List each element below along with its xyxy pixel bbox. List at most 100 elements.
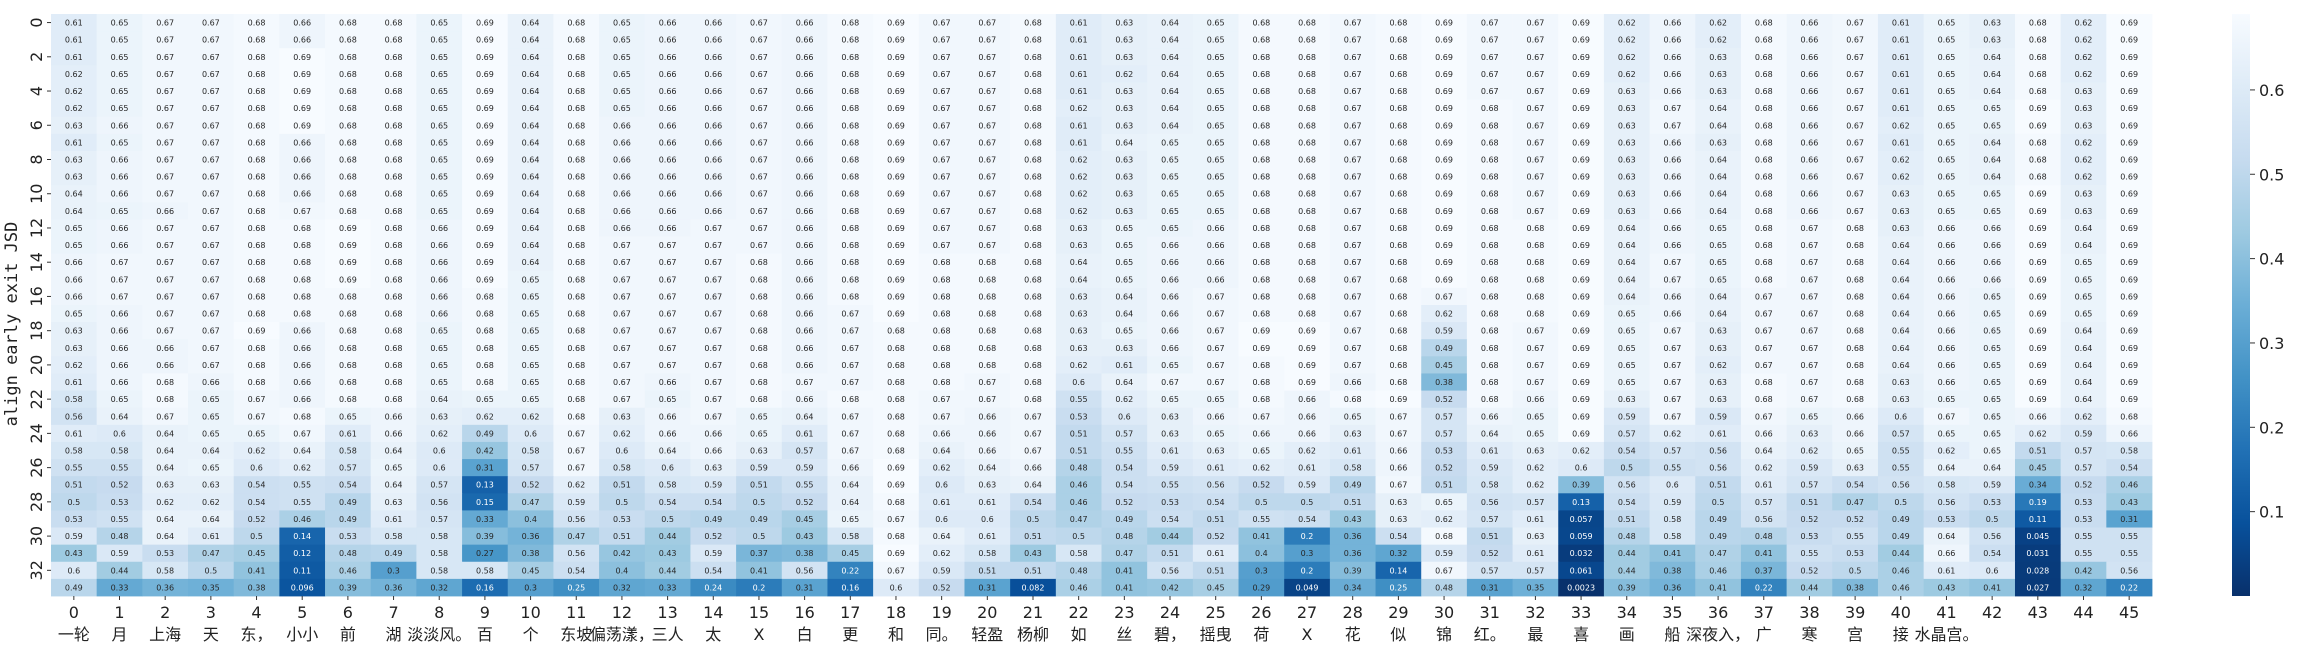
heatmap-cell: [1055, 407, 1102, 426]
heatmap-cell: [1786, 476, 1833, 494]
heatmap-cell: [918, 287, 965, 306]
heatmap-cell: [1192, 65, 1239, 83]
cell-value-label: 0.69: [1572, 87, 1590, 96]
cell-value-label: 0.62: [1618, 19, 1636, 28]
x-token-label: 前: [340, 625, 356, 644]
cell-value-label: 0.67: [841, 378, 859, 387]
heatmap-cell: [1421, 150, 1468, 169]
heatmap-cell: [873, 373, 920, 391]
heatmap-cell: [781, 99, 828, 118]
cell-value-label: 0.67: [659, 344, 677, 353]
heatmap-cell: [2014, 322, 2062, 340]
cell-value-label: 0.68: [567, 310, 585, 319]
cell-value-label: 0.66: [65, 292, 83, 301]
cell-value-label: 0.65: [1526, 412, 1544, 421]
heatmap-cell: [233, 544, 280, 563]
heatmap-cell: [2014, 441, 2062, 460]
cell-value-label: 0.49: [1892, 515, 1910, 524]
heatmap-cell: [873, 270, 920, 289]
heatmap-cell: [325, 253, 372, 272]
cell-value-label: 0.62: [1070, 190, 1088, 199]
heatmap-cell: [599, 270, 646, 289]
cell-value-label: 0.63: [1892, 190, 1910, 199]
cell-value-label: 0.68: [933, 361, 951, 370]
y-tick-label: 2: [27, 52, 46, 62]
heatmap-cell: [1238, 82, 1285, 100]
x-tick-label: 44: [2073, 603, 2093, 622]
heatmap-cell: [2060, 14, 2107, 32]
cell-value-label: 0.69: [887, 464, 905, 473]
heatmap-cell: [1558, 424, 1605, 443]
heatmap-cell: [96, 322, 143, 340]
cell-value-label: 0.68: [567, 344, 585, 353]
cell-value-label: 0.66: [1938, 241, 1956, 250]
heatmap-cell: [1055, 253, 1102, 272]
heatmap-cell: [644, 82, 691, 100]
heatmap-cell: [1740, 544, 1787, 563]
cell-value-label: 0.44: [1892, 549, 1910, 558]
heatmap-cell: [142, 578, 189, 597]
heatmap-cell: [1740, 373, 1787, 391]
cell-value-label: 0.68: [1024, 327, 1042, 336]
heatmap-cell: [1740, 356, 1787, 374]
cell-value-label: 0.68: [1846, 395, 1864, 404]
heatmap-cell: [233, 48, 280, 66]
heatmap-cell: [1695, 544, 1742, 563]
heatmap-cell: [1466, 287, 1513, 306]
cell-value-label: 0.68: [2029, 53, 2047, 62]
cell-value-label: 0.68: [385, 224, 403, 233]
heatmap-cell: [325, 578, 372, 597]
cell-value-label: 0.54: [1983, 549, 2001, 558]
heatmap-cell: [2106, 116, 2153, 135]
cell-value-label: 0.66: [1801, 121, 1819, 130]
heatmap-cell: [96, 150, 143, 169]
x-tick-label: 13: [657, 603, 677, 622]
cell-value-label: 0.64: [933, 532, 951, 541]
cell-value-label: 0.2: [1301, 532, 1314, 541]
heatmap-cell: [1101, 99, 1148, 118]
cell-value-label: 0.67: [1846, 104, 1864, 113]
heatmap-cell: [1558, 578, 1605, 597]
heatmap-cell: [1512, 65, 1559, 83]
cell-value-label: 0.5: [753, 532, 766, 541]
cell-value-label: 0.68: [1526, 241, 1544, 250]
heatmap-cell: [553, 339, 600, 357]
cell-value-label: 0.66: [796, 190, 814, 199]
cell-value-label: 0.66: [111, 327, 129, 336]
heatmap-cell: [2060, 476, 2107, 494]
cell-value-label: 0.64: [1709, 292, 1727, 301]
heatmap-cell: [690, 356, 737, 374]
x-tick-label: 33: [1571, 603, 1591, 622]
heatmap-cell: [1558, 544, 1605, 563]
cell-value-label: 0.62: [1435, 515, 1453, 524]
y-tick-label: 16: [27, 286, 46, 306]
heatmap-cell: [325, 133, 372, 152]
heatmap-cell: [553, 270, 600, 289]
cell-value-label: 0.32: [1389, 549, 1407, 558]
cell-value-label: 0.68: [1252, 104, 1270, 113]
cell-value-label: 0.66: [1298, 395, 1316, 404]
heatmap-cell: [1466, 236, 1513, 255]
cell-value-label: 0.67: [750, 207, 768, 216]
heatmap-cell: [1695, 510, 1742, 528]
cell-value-label: 0.028: [2026, 566, 2049, 575]
cell-value-label: 0.55: [293, 481, 311, 490]
cell-value-label: 0.54: [1298, 515, 1316, 524]
heatmap-cell: [918, 133, 965, 152]
heatmap-cell: [51, 561, 98, 580]
heatmap-cell: [188, 561, 235, 580]
heatmap-cell: [1421, 236, 1468, 255]
heatmap-cell: [827, 373, 874, 391]
cell-value-label: 0.55: [111, 515, 129, 524]
heatmap-cell: [1055, 116, 1102, 135]
cell-value-label: 0.64: [933, 447, 951, 456]
heatmap-cell: [416, 65, 463, 83]
cell-value-label: 0.49: [476, 429, 494, 438]
cell-value-label: 0.66: [111, 310, 129, 319]
cell-value-label: 0.66: [156, 207, 174, 216]
heatmap-cell: [1466, 133, 1513, 152]
cell-value-label: 0.65: [522, 344, 540, 353]
cell-value-label: 0.68: [1024, 173, 1042, 182]
cell-value-label: 0.68: [1252, 173, 1270, 182]
cell-value-label: 0.65: [1938, 138, 1956, 147]
